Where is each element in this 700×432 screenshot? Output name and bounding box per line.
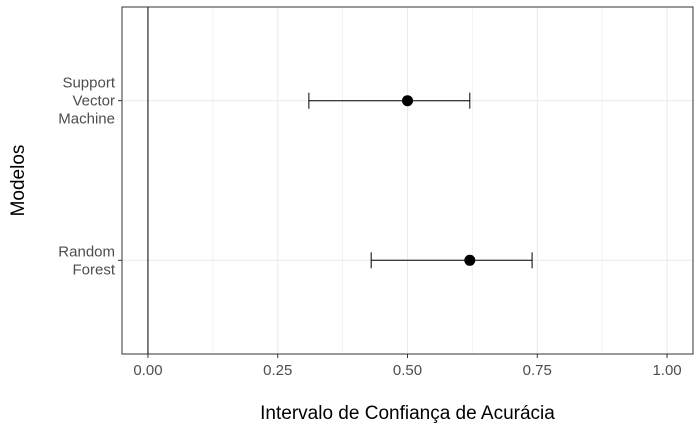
x-tick-label: 0.75 <box>523 362 552 379</box>
error-bar-group <box>308 92 471 109</box>
y-tick-label-line: Vector <box>72 93 115 110</box>
y-axis-title: Modelos <box>8 145 29 217</box>
chart-marks <box>308 92 533 269</box>
x-axis: 0.00 0.25 0.50 0.75 1.00 <box>133 354 682 379</box>
y-tick-label-line: Forest <box>72 261 115 278</box>
y-tick-label-line: Machine <box>58 111 115 128</box>
error-bar-group <box>370 252 533 269</box>
x-tick-label: 1.00 <box>652 362 681 379</box>
point-estimate <box>402 95 413 107</box>
grid-lines <box>122 7 693 354</box>
x-tick-label: 0.00 <box>133 362 162 379</box>
y-tick-label-line: Support <box>62 75 115 92</box>
x-tick-label: 0.50 <box>393 362 422 379</box>
y-axis: Support Vector Machine Random Forest <box>58 75 122 278</box>
point-estimate <box>464 254 476 266</box>
x-axis-title: Intervalo de Confiança de Acurácia <box>260 403 555 424</box>
y-tick-label-line: Random <box>58 243 115 260</box>
y-tick-label: Random Forest <box>58 243 116 278</box>
x-tick-label: 0.25 <box>263 362 292 379</box>
y-tick-label: Support Vector Machine <box>58 75 116 128</box>
